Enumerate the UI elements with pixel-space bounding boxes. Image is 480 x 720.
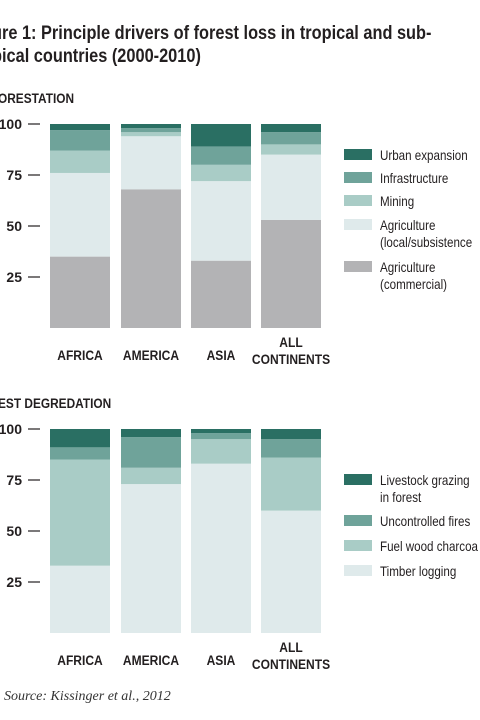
panel2-bar-asia-uncontrolled-fires [191,433,251,440]
panel1-bar-all-continents-urban-expansion [261,124,321,133]
panel2-legend-swatch-4 [344,565,372,576]
panel2-category-label-line: AFRICA [57,652,103,668]
panel1-category-label-africa: AFRICA [57,347,103,363]
panel1-ytick-label-50: 50 [6,218,22,234]
panel1-category-label-asia: ASIA [207,347,236,363]
panel2-category-label-line: ASIA [207,652,236,668]
panel2-title: EST DEGREDATION [0,395,111,411]
panel2-category-label-line: CONTINENTS [252,656,330,672]
panel1-ytick-label-25: 25 [6,269,22,285]
panel1-bar-asia-agriculture-local-subsistence [191,181,251,261]
panel2-bar-america-uncontrolled-fires [121,437,181,468]
panel2-bar-africa-fuel-wood-charcoal [50,459,110,566]
panel1-bar-america-agriculture-local-subsistence [121,136,181,190]
panel2-legend-label-3: Fuel wood charcoa [380,539,478,554]
panel2-legend-label-2: Uncontrolled fires [380,514,470,529]
panel2-legend-label-4: Timber logging [380,564,456,579]
panel1-legend-label-4: Agriculture [380,218,435,233]
panel1-legend-swatch-2 [344,172,372,183]
panel2-legend-swatch-2 [344,515,372,526]
panel2-ytick-label-75: 75 [6,472,22,488]
panel2-legend-label-1: Livestock grazing [380,473,470,488]
panel1-legend-label-5-line2: (commercial) [380,277,447,292]
figure-source: Source: Kissinger et al., 2012 [4,689,171,704]
panel2-legend-swatch-1 [344,474,372,485]
panel1-category-label-line: ALL [279,334,302,350]
panel1-bar-asia-urban-expansion [191,124,251,147]
panel1-bar-asia-agriculture-commercial [191,260,251,328]
panel2-bar-asia-timber-logging [191,463,251,633]
panel1-legend-label-3: Mining [380,194,414,209]
panel2-category-label-africa: AFRICA [57,652,103,668]
panel1-bar-america-infrastructure [121,128,181,133]
panel2-bar-africa-timber-logging [50,565,110,633]
panel1-legend-label-2: Infrastructure [380,171,448,186]
panel1-category-label-line: ASIA [207,347,236,363]
panel1-category-label-line: AFRICA [57,347,103,363]
panel1-legend-swatch-4 [344,219,372,230]
panel2-bar-america-timber-logging [121,484,181,633]
panel2-bar-all-continents-timber-logging [261,510,321,633]
panel1-bar-all-continents-infrastructure [261,132,321,145]
panel1-legend-label-5: Agriculture [380,260,435,275]
figure-title-line-1: ure 1: Principle drivers of forest loss … [0,23,432,44]
figure-title-line-2: pical countries (2000-2010) [0,46,201,67]
panel1-bar-all-continents-mining [261,144,321,155]
panel1-legend-swatch-1 [344,149,372,160]
panel1-ytick-label-100: 100 [0,116,22,132]
panel2-legend-swatch-3 [344,540,372,551]
panel2-ytick-label-50: 50 [6,523,22,539]
panel2-bar-africa-livestock-grazing-in-forest [50,429,110,448]
panel1-bar-all-continents-agriculture-commercial [261,219,321,328]
panel1-title: ORESTATION [0,90,74,106]
panel1-category-label-all-continents: ALL CONTINENTS [252,334,330,367]
panel1-legend-label-1: Urban expansion [380,148,468,163]
panel2-bar-asia-fuel-wood-charcoal [191,439,251,464]
panel2-category-label-asia: ASIA [207,652,236,668]
panel1-category-label-line: CONTINENTS [252,351,330,367]
panel1-category-label-america: AMERICA [123,347,180,363]
panel2-category-label-all-continents: ALL CONTINENTS [252,639,330,672]
panel1-bar-america-urban-expansion [121,124,181,129]
figure-title: ure 1: Principle drivers of forest loss … [0,22,432,68]
panel1-bar-africa-infrastructure [50,130,110,151]
panel1-legend-swatch-5 [344,261,372,272]
panel1-bar-asia-infrastructure [191,146,251,165]
panel2-bar-america-livestock-grazing-in-forest [121,429,181,438]
panel2-bar-all-continents-fuel-wood-charcoal [261,457,321,511]
panel1-bar-asia-mining [191,164,251,182]
panel1-legend-swatch-3 [344,195,372,206]
panel1-bar-all-continents-agriculture-local-subsistence [261,154,321,220]
panel2-ytick-label-25: 25 [6,574,22,590]
panel2-bar-africa-uncontrolled-fires [50,447,110,460]
panel2-category-label-line: ALL [279,639,302,655]
panel1-ytick-label-75: 75 [6,167,22,183]
panel2-bar-all-continents-uncontrolled-fires [261,439,321,458]
panel1-bar-africa-urban-expansion [50,124,110,131]
panel2-legend-label-1-line2: in forest [380,490,422,505]
panel1-bar-africa-agriculture-local-subsistence [50,172,110,257]
panel2-bar-asia-livestock-grazing-in-forest [191,429,251,434]
panel1-category-label-line: AMERICA [123,347,180,363]
panel2-bar-all-continents-livestock-grazing-in-forest [261,429,321,440]
panel1-bar-africa-agriculture-commercial [50,256,110,328]
panel1-bar-america-agriculture-commercial [121,189,181,328]
panel2-category-label-america: AMERICA [123,652,180,668]
panel1-bar-africa-mining [50,150,110,173]
panel2-ytick-label-100: 100 [0,421,22,437]
panel1-bar-america-mining [121,132,181,137]
panel1-legend-label-4-line2: (local/subsistence [380,235,472,250]
panel2-bar-america-fuel-wood-charcoal [121,467,181,485]
panel2-category-label-line: AMERICA [123,652,180,668]
